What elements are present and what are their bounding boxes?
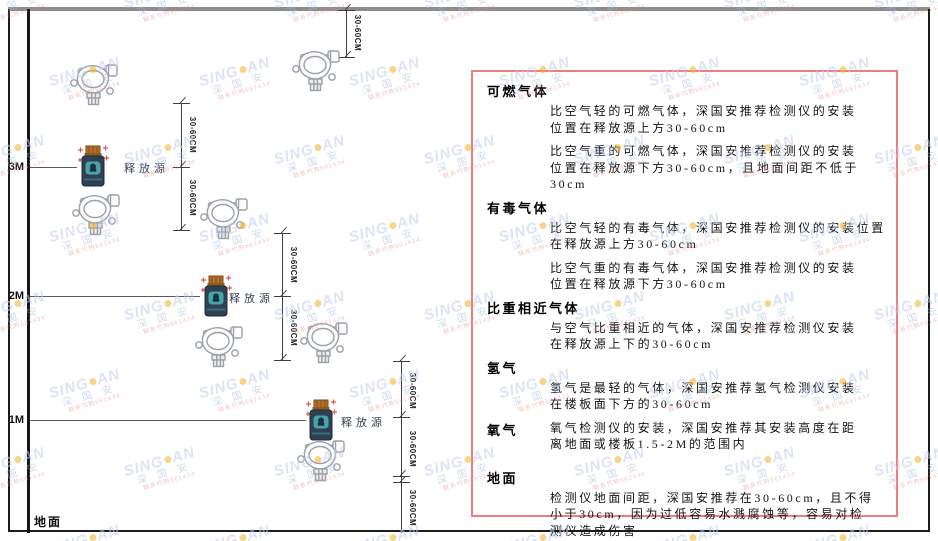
gas-detector-icon <box>300 322 348 364</box>
dim-label: 30-60CM <box>188 116 197 154</box>
release-source-icon <box>305 399 338 441</box>
text-line: 位置在释放源上方30-60cm <box>550 120 728 135</box>
paragraph: 氢气是最轻的气体，深国安推荐氢气检测仪安装 在楼板面下方的30-60cm <box>550 380 882 413</box>
paragraph: 检测仪地面间距，深国安推荐在30-60cm，且不得 小于30cm，因为过低容易水… <box>550 490 882 540</box>
section-ground: 地面 检测仪地面间距，深国安推荐在30-60cm，且不得 小于30cm，因为过低… <box>487 470 882 540</box>
dim-tick <box>173 230 190 231</box>
section-flammable-gas: 可燃气体 比空气轻的可燃气体，深国安推荐检测仪的安装 位置在释放源上方30-60… <box>487 83 882 193</box>
text-line: 在释放源上方30-60cm <box>550 237 699 251</box>
watermark-dot-icon <box>238 533 248 541</box>
section-heading: 氢气 <box>487 360 519 376</box>
dim-label: 30-60CM <box>408 372 417 410</box>
text-line: 小于30cm，因为过低容易水溅腐蚀等，容易对检 <box>550 507 865 521</box>
text-line: 在释放源上下的30-60cm <box>550 337 714 351</box>
watermark-subtitle: 深 国 安 <box>61 531 147 541</box>
text-line: 比空气轻的可燃气体，深国安推荐检测仪的安装 <box>550 104 857 118</box>
section-heading: 氧气 <box>487 422 519 438</box>
section-toxic-gas: 有毒气体 比空气轻的有毒气体，深国安推荐检测仪的安装位置 在释放源上方30-60… <box>487 200 886 293</box>
watermark-subtitle: 深 国 安 <box>361 531 447 541</box>
level-label-3m: 3M <box>8 161 24 173</box>
paragraph: 比空气重的有毒气体，深国安推荐检测仪的安装 位置在释放源下方30-60cm <box>550 260 882 293</box>
paragraph: 比空气重的可燃气体，深国安推荐检测仪的安装 位置在释放源下方30-60cm，且地… <box>550 143 882 193</box>
dim-tick <box>393 476 410 477</box>
section-heading: 比重相近气体 <box>487 300 581 316</box>
gas-detector-icon <box>70 64 118 106</box>
gas-detector-icon <box>195 326 243 368</box>
paragraph: 氧气检测仪的安装，深国安推荐其安装高度在距 离地面或楼板1.5-2M的范围内 <box>550 420 857 453</box>
text-line: 30cm <box>550 177 588 191</box>
text-line: 位置在释放源下方30-60cm，且地面间距不低于 <box>550 160 860 175</box>
text-line: 在楼板面下方的30-60cm <box>550 397 714 411</box>
paragraph: 与空气比重相近的气体，深国安推荐检测仪安装 在释放源上下的30-60cm <box>550 320 882 353</box>
text-line: 氢气是最轻的气体，深国安推荐氢气检测仪安装 <box>550 380 857 395</box>
dim-label: 30-60CM <box>408 430 417 468</box>
dim-label: 30-60CM <box>353 14 362 52</box>
level-label-1m: 1M <box>8 414 24 426</box>
level-line-1m <box>30 420 306 421</box>
release-source-label: 释放源 <box>124 163 169 175</box>
dim-tick <box>393 482 410 483</box>
gas-detector-icon <box>72 194 120 236</box>
release-source-icon <box>77 145 110 187</box>
room-frame <box>8 9 930 532</box>
section-similar-density-gas: 比重相近气体 与空气比重相近的气体，深国安推荐检测仪安装 在释放源上下的30-6… <box>487 300 882 353</box>
watermark-dot-icon <box>388 533 398 541</box>
gas-detector-icon <box>297 440 345 482</box>
text-line: 比空气重的可燃气体，深国安推荐检测仪的安装 <box>550 144 857 158</box>
dim-line-1m <box>401 361 402 533</box>
text-line: 与空气比重相近的气体，深国安推荐检测仪安装 <box>550 320 857 335</box>
paragraph: 比空气轻的有毒气体，深国安推荐检测仪的安装位置 在释放源上方30-60cm <box>550 220 886 253</box>
level-line-3m <box>30 167 77 168</box>
dim-label: 30-60CM <box>289 309 298 347</box>
level-label-2m: 2M <box>8 290 24 302</box>
text-line: 比空气重的有毒气体，深国安推荐检测仪的安装 <box>550 260 857 275</box>
release-source-icon <box>200 275 233 317</box>
dim-tick <box>173 167 190 168</box>
ceiling-line <box>8 7 930 11</box>
section-heading: 有毒气体 <box>487 200 550 216</box>
watermark-dot-icon <box>88 533 98 541</box>
dim-tick <box>274 233 291 234</box>
section-heading: 地面 <box>487 470 519 486</box>
dim-label: 30-60CM <box>188 179 197 217</box>
release-source-label: 释放源 <box>229 293 274 305</box>
gas-detector-icon <box>292 50 340 92</box>
ground-label: 地面 <box>34 515 63 529</box>
text-line: 比空气轻的有毒气体，深国安推荐检测仪的安装位置 <box>550 220 886 235</box>
dim-label: 30-60CM <box>408 489 417 527</box>
dim-tick <box>274 296 291 297</box>
section-heading: 可燃气体 <box>487 84 550 99</box>
dim-label: 30-60CM <box>289 246 298 284</box>
dim-tick <box>393 361 410 362</box>
section-oxygen: 氧气 氧气检测仪的安装，深国安推荐其安装高度在距 离地面或楼板1.5-2M的范围… <box>487 420 882 460</box>
dim-tick <box>173 103 190 104</box>
text-line: 测仪造成伤害 <box>550 523 638 538</box>
text-line: 离地面或楼板1.5-2M的范围内 <box>550 437 748 451</box>
dim-tick <box>274 360 291 361</box>
level-line-2m <box>30 296 200 297</box>
paragraph: 比空气轻的可燃气体，深国安推荐检测仪的安装 位置在释放源上方30-60cm <box>550 103 882 136</box>
release-source-label: 释放源 <box>341 417 386 429</box>
dim-tick <box>338 10 355 11</box>
dim-line-ceiling <box>346 10 347 57</box>
guideline-panel: 可燃气体 比空气轻的可燃气体，深国安推荐检测仪的安装 位置在释放源上方30-60… <box>471 70 898 538</box>
section-hydrogen: 氢气 氢气是最轻的气体，深国安推荐氢气检测仪安装 在楼板面下方的30-60cm <box>487 360 882 413</box>
text-line: 检测仪地面间距，深国安推荐在30-60cm，且不得 <box>550 490 874 505</box>
dim-tick <box>338 57 355 58</box>
gas-detector-icon <box>200 198 248 240</box>
wall-axis-line <box>27 9 30 533</box>
text-line: 位置在释放源下方30-60cm <box>550 277 728 291</box>
dim-tick <box>393 417 410 418</box>
text-line: 氧气检测仪的安装，深国安推荐其安装高度在距 <box>550 420 857 435</box>
watermark-subtitle: 深 国 安 <box>211 531 297 541</box>
